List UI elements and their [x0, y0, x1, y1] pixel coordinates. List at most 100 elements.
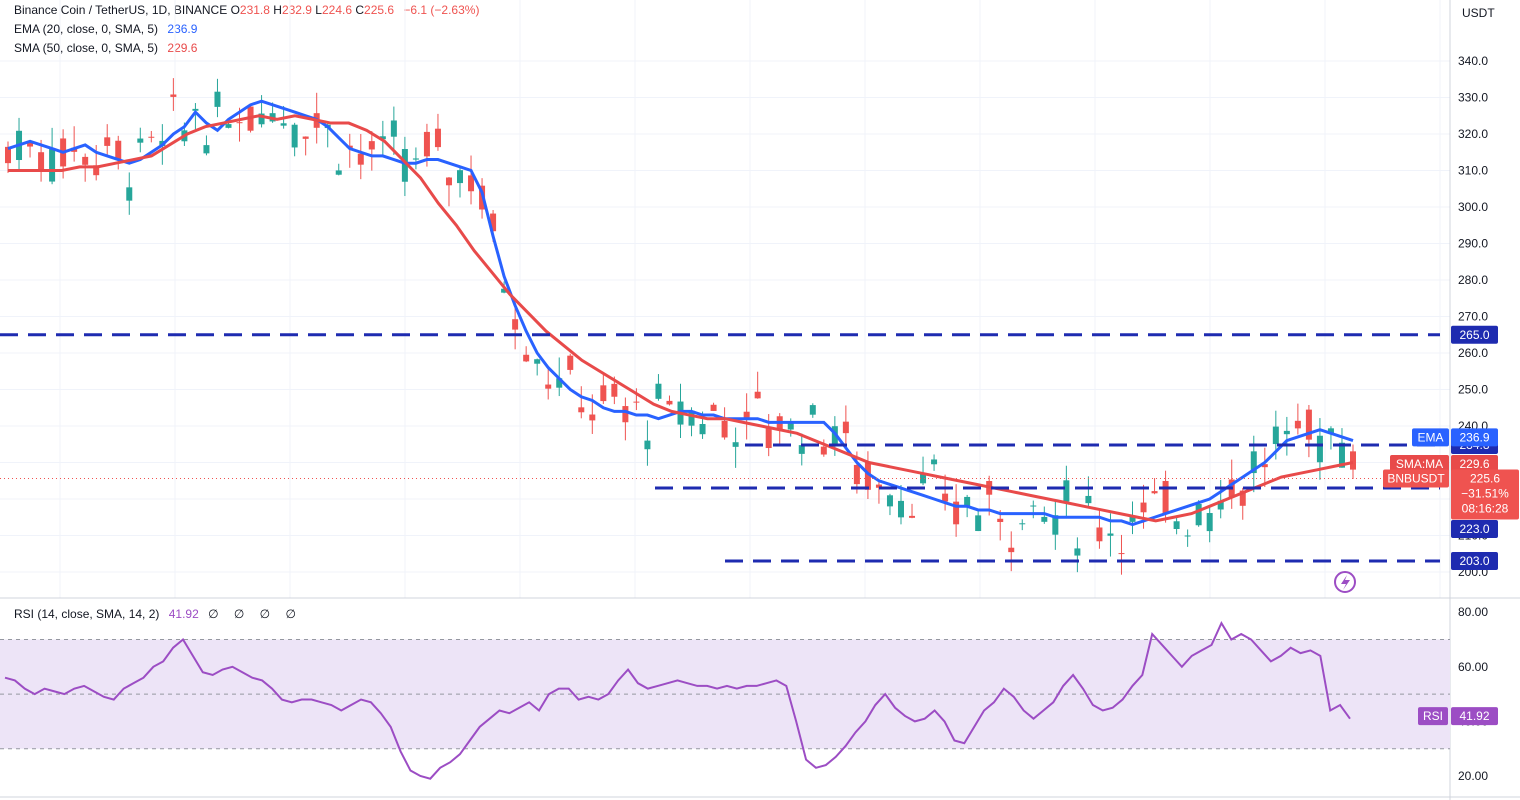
rsi-tick-label: 20.00	[1458, 769, 1488, 783]
candle-body	[633, 401, 640, 403]
candle-body	[423, 131, 430, 157]
candle-body	[1261, 464, 1268, 468]
candle-body	[1283, 430, 1290, 435]
price-tick-label: 310.0	[1458, 164, 1488, 178]
candle-body	[842, 421, 849, 434]
candle-body	[302, 136, 309, 139]
candle-body	[335, 170, 342, 175]
rsi-label: RSI (14, close, SMA, 14, 2)	[14, 607, 160, 621]
candle-body	[1162, 480, 1169, 513]
candle-body	[886, 495, 893, 507]
candle-body	[622, 406, 629, 423]
bnb-tag-bg	[1451, 469, 1519, 520]
candle-body	[545, 384, 552, 389]
candle-body	[909, 515, 916, 518]
candle-body	[611, 383, 618, 397]
candle-body	[567, 355, 574, 370]
price-change: −6.1 (−2.63%)	[403, 3, 480, 17]
level-tag-bg	[1451, 520, 1498, 539]
ema-tag-value: 236.9	[1459, 430, 1489, 444]
candle-body	[1118, 553, 1125, 555]
candle-body	[1008, 547, 1015, 553]
candle-body	[853, 464, 860, 485]
rsi-tick-label: 60.00	[1458, 660, 1488, 674]
candle-body	[501, 288, 508, 293]
candle-body	[666, 400, 673, 405]
bnb-tag-line: 08:16:28	[1462, 502, 1509, 516]
candle-body	[1151, 491, 1158, 494]
price-tick-label: 250.0	[1458, 383, 1488, 397]
candle-body	[115, 140, 122, 160]
candle-body	[1107, 533, 1114, 536]
currency-label[interactable]: USDT	[1462, 6, 1495, 20]
candle-body	[1350, 451, 1356, 470]
candle-body	[490, 213, 497, 232]
candle-body	[710, 404, 717, 411]
candle-body	[468, 175, 475, 192]
price-tick-label: 280.0	[1458, 273, 1488, 287]
candle-body	[236, 122, 243, 124]
rsi-tag-value-bg	[1451, 707, 1498, 726]
price-tick-label: 300.0	[1458, 200, 1488, 214]
candle-body	[942, 493, 949, 502]
candle-body	[512, 319, 519, 330]
candle-body	[434, 128, 441, 148]
candle-body	[1338, 442, 1345, 468]
candle-body	[1052, 515, 1059, 535]
ohlc-value-c: 225.6	[364, 3, 395, 17]
candle-body	[258, 113, 265, 125]
candle-body	[765, 427, 772, 449]
alert-icon	[1334, 571, 1356, 593]
price-tick-label: 330.0	[1458, 91, 1488, 105]
level-tag: 223.0	[1459, 522, 1489, 536]
candle-body	[357, 153, 364, 165]
candle-body	[1140, 502, 1147, 513]
candle-body	[412, 158, 419, 160]
candle-body	[931, 459, 938, 465]
ohlc-key-h: H	[269, 3, 282, 17]
candle-body	[787, 421, 794, 430]
bnb-tag-name-bg	[1383, 469, 1449, 488]
bnb-tag-line: −31.51%	[1461, 487, 1509, 501]
candle-body	[699, 424, 706, 435]
price-tick-label: 340.0	[1458, 54, 1488, 68]
candle-body	[203, 145, 210, 154]
candle-body	[864, 462, 871, 490]
candle-body	[1085, 495, 1092, 504]
candle-body	[445, 177, 452, 186]
candle-body	[1030, 505, 1037, 507]
candle-body	[688, 410, 695, 426]
ema-line	[7, 99, 1354, 527]
candle-body	[82, 156, 89, 165]
rsi-tag-value: 41.92	[1459, 709, 1489, 723]
rsi-value: 41.92	[168, 607, 199, 621]
rsi-line	[4, 620, 1351, 780]
sma-tag-value: 229.6	[1459, 457, 1489, 471]
sma-tag-name: SMA:MA	[1396, 457, 1443, 471]
rsi-legend: RSI (14, close, SMA, 14, 2) 41.92 ∅ ∅ ∅ …	[14, 607, 302, 621]
candle-body	[820, 446, 827, 455]
candle-body	[964, 496, 971, 508]
symbol-title: Binance Coin / TetherUS, 1D, BINANCE	[14, 3, 228, 17]
bnb-tag-name: BNBUSDT	[1387, 472, 1445, 486]
candle-body	[798, 445, 805, 454]
candle-body	[754, 391, 761, 399]
candle-body	[743, 411, 750, 418]
ohlc-value-h: 232.9	[281, 3, 312, 17]
candle-body	[1173, 521, 1180, 529]
candle-body	[38, 152, 45, 171]
ema-tag-name-bg	[1412, 428, 1449, 447]
candle-body	[137, 138, 144, 143]
ohlc-values: O231.8 H232.9 L224.6 C225.6	[231, 3, 394, 17]
level-tag-bg	[1451, 552, 1498, 571]
rsi-tick-label: 80.00	[1458, 605, 1488, 619]
candle-body	[1074, 548, 1081, 556]
candle-body	[1063, 480, 1070, 502]
chart-legend-ohlc: Binance Coin / TetherUS, 1D, BINANCE O23…	[14, 3, 479, 17]
candle-body	[809, 405, 816, 415]
candle-body	[589, 414, 596, 421]
ohlc-value-l: 224.6	[321, 3, 353, 17]
ohlc-key-l: L	[311, 3, 322, 17]
price-tick-label: 290.0	[1458, 237, 1488, 251]
